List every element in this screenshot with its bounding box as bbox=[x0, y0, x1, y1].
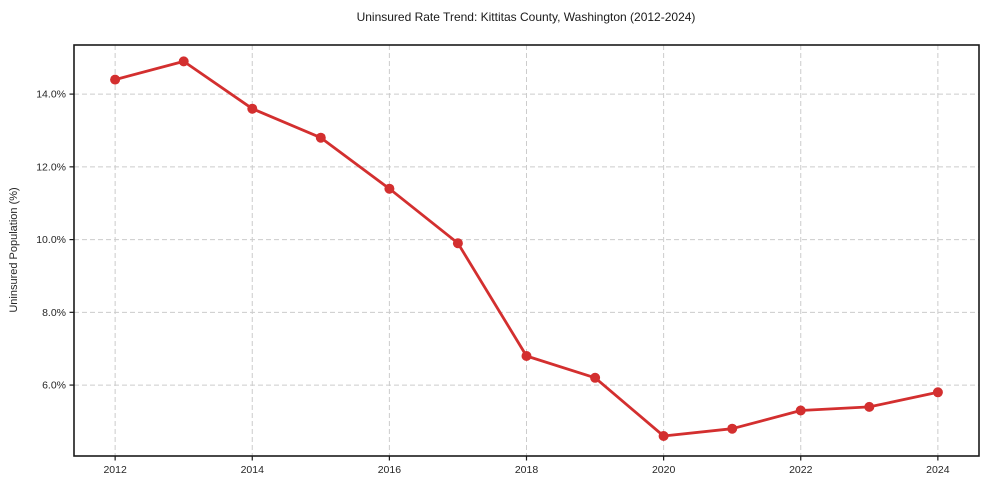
data-point-marker bbox=[315, 132, 326, 143]
y-tick-label: 6.0% bbox=[42, 380, 66, 392]
x-tick-label: 2022 bbox=[789, 464, 813, 476]
data-point-marker bbox=[247, 103, 258, 114]
data-point-marker bbox=[727, 423, 738, 434]
x-tick-label: 2018 bbox=[515, 464, 539, 476]
data-point-marker bbox=[452, 238, 463, 249]
plot-area: 2012 2014 2016 2018 2020 2022 2024 6.0% 8.0% 10.0… bbox=[36, 44, 980, 476]
x-tick-label: 2016 bbox=[378, 464, 402, 476]
y-tick-label: 14.0% bbox=[36, 89, 66, 101]
x-tick-label: 2020 bbox=[652, 464, 676, 476]
data-point-marker bbox=[178, 56, 189, 67]
data-point-marker bbox=[864, 401, 875, 412]
x-tick-label: 2024 bbox=[926, 464, 950, 476]
data-point-marker bbox=[110, 74, 121, 85]
data-point-marker bbox=[384, 183, 395, 194]
x-tick-label: 2012 bbox=[103, 464, 127, 476]
x-tick-label: 2014 bbox=[241, 464, 265, 476]
data-point-marker bbox=[590, 372, 601, 383]
y-axis-label: Uninsured Population (%) bbox=[8, 187, 20, 312]
y-tick-label: 10.0% bbox=[36, 234, 66, 246]
plot-border bbox=[73, 44, 980, 457]
y-tick-label: 8.0% bbox=[42, 307, 66, 319]
data-point-marker bbox=[658, 431, 669, 441]
chart-title: Uninsured Rate Trend: Kittitas County, W… bbox=[357, 10, 696, 24]
data-point-marker bbox=[932, 387, 943, 398]
y-tick-label: 12.0% bbox=[36, 161, 66, 173]
data-point-marker bbox=[521, 351, 532, 361]
data-point-marker bbox=[795, 405, 806, 416]
